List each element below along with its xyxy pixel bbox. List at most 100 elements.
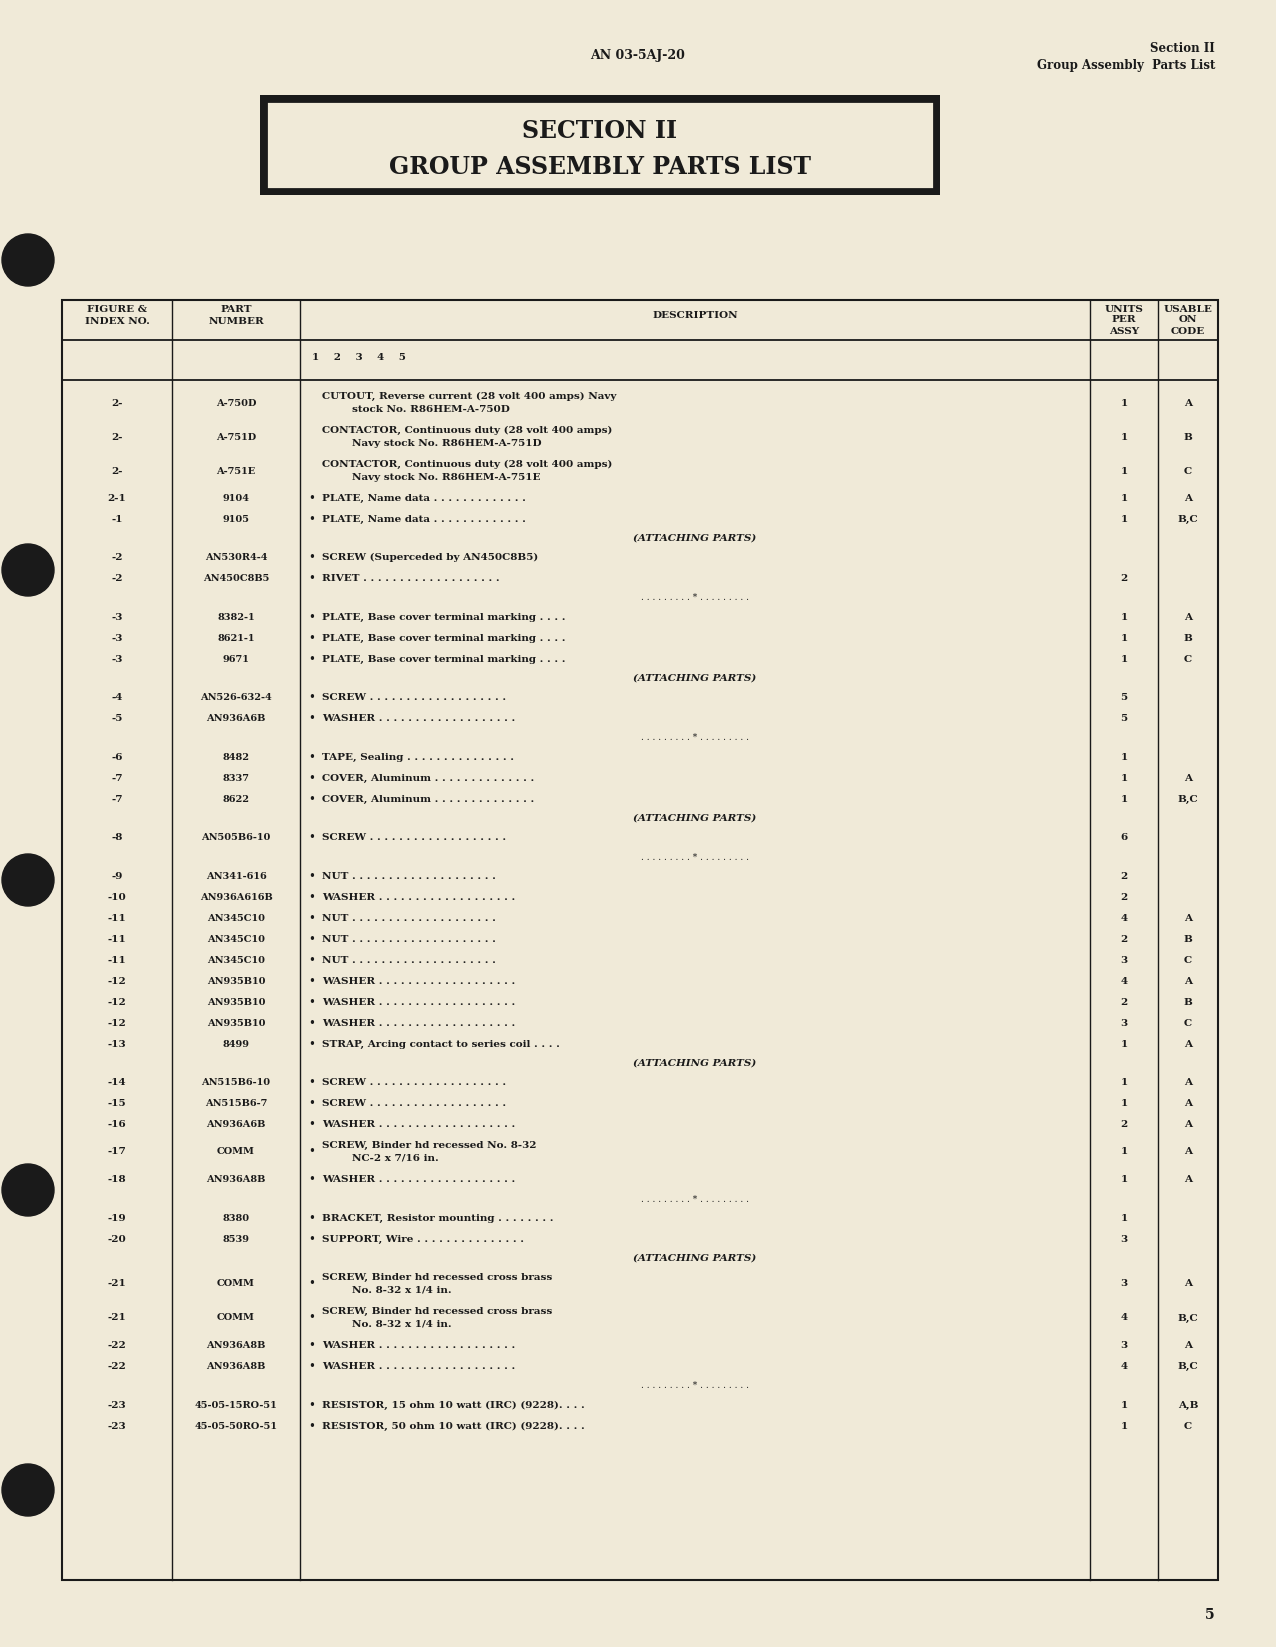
Text: COVER, Aluminum . . . . . . . . . . . . . .: COVER, Aluminum . . . . . . . . . . . . … xyxy=(322,796,535,804)
Text: PLATE, Base cover terminal marking . . . .: PLATE, Base cover terminal marking . . .… xyxy=(322,656,565,664)
Text: -3: -3 xyxy=(111,634,122,642)
Text: •: • xyxy=(309,1398,315,1411)
Text: •: • xyxy=(309,870,315,883)
Text: •: • xyxy=(309,832,315,843)
Text: USABLE: USABLE xyxy=(1164,305,1212,313)
Text: PLATE, Name data . . . . . . . . . . . . .: PLATE, Name data . . . . . . . . . . . .… xyxy=(322,494,526,502)
Text: -13: -13 xyxy=(107,1039,126,1049)
Text: INDEX NO.: INDEX NO. xyxy=(84,318,149,326)
Text: (ATTACHING PARTS): (ATTACHING PARTS) xyxy=(633,534,757,544)
Text: 45-05-15RO-51: 45-05-15RO-51 xyxy=(195,1402,277,1410)
Text: WASHER . . . . . . . . . . . . . . . . . . .: WASHER . . . . . . . . . . . . . . . . .… xyxy=(322,998,516,1006)
Text: STRAP, Arcing contact to series coil . . . .: STRAP, Arcing contact to series coil . .… xyxy=(322,1039,560,1049)
Text: •: • xyxy=(309,1360,315,1374)
Text: •: • xyxy=(309,1173,315,1186)
Text: RESISTOR, 15 ohm 10 watt (IRC) (9228). . . .: RESISTOR, 15 ohm 10 watt (IRC) (9228). .… xyxy=(322,1402,584,1410)
Text: C: C xyxy=(1184,1421,1192,1431)
Text: •: • xyxy=(309,1075,315,1089)
Text: •: • xyxy=(309,1212,315,1225)
Text: PER: PER xyxy=(1111,316,1137,324)
Text: 2-: 2- xyxy=(111,399,122,407)
Text: -7: -7 xyxy=(111,774,122,782)
Text: -23: -23 xyxy=(107,1421,126,1431)
Text: WASHER . . . . . . . . . . . . . . . . . . .: WASHER . . . . . . . . . . . . . . . . .… xyxy=(322,1362,516,1370)
Text: -19: -19 xyxy=(107,1214,126,1224)
Text: AN936A8B: AN936A8B xyxy=(207,1341,265,1351)
Text: No. 8-32 x 1/4 in.: No. 8-32 x 1/4 in. xyxy=(352,1319,452,1329)
Text: -11: -11 xyxy=(107,914,126,922)
Text: Group Assembly  Parts List: Group Assembly Parts List xyxy=(1036,59,1215,71)
Text: 8382-1: 8382-1 xyxy=(217,613,255,623)
Text: 3: 3 xyxy=(1120,1235,1128,1243)
Text: •: • xyxy=(309,632,315,646)
Text: AN515B6-10: AN515B6-10 xyxy=(202,1079,271,1087)
Circle shape xyxy=(3,234,54,287)
Text: B,C: B,C xyxy=(1178,516,1198,524)
Text: AN515B6-7: AN515B6-7 xyxy=(205,1099,267,1108)
Text: •: • xyxy=(309,1420,315,1433)
Text: ON: ON xyxy=(1179,316,1197,324)
Text: B,C: B,C xyxy=(1178,1362,1198,1370)
Text: PLATE, Base cover terminal marking . . . .: PLATE, Base cover terminal marking . . .… xyxy=(322,634,565,642)
Text: (ATTACHING PARTS): (ATTACHING PARTS) xyxy=(633,674,757,684)
Text: 2: 2 xyxy=(1120,935,1128,944)
Text: B: B xyxy=(1184,998,1193,1006)
Text: •: • xyxy=(309,1146,315,1158)
Text: WASHER . . . . . . . . . . . . . . . . . . .: WASHER . . . . . . . . . . . . . . . . .… xyxy=(322,1341,516,1351)
Text: COMM: COMM xyxy=(217,1314,255,1323)
Text: •: • xyxy=(309,692,315,703)
Text: 1: 1 xyxy=(1120,516,1128,524)
Text: A: A xyxy=(1184,977,1192,987)
Text: -22: -22 xyxy=(107,1362,126,1370)
Text: -4: -4 xyxy=(111,693,122,702)
Text: -2: -2 xyxy=(111,553,122,562)
Text: 2: 2 xyxy=(1120,893,1128,903)
Text: 1: 1 xyxy=(1120,774,1128,782)
Text: 8621-1: 8621-1 xyxy=(217,634,255,642)
Text: SCREW . . . . . . . . . . . . . . . . . . .: SCREW . . . . . . . . . . . . . . . . . … xyxy=(322,1099,507,1108)
Text: A,B: A,B xyxy=(1178,1402,1198,1410)
Text: •: • xyxy=(309,1339,315,1352)
Text: AN935B10: AN935B10 xyxy=(207,998,265,1006)
Text: -5: -5 xyxy=(111,715,122,723)
Text: (ATTACHING PARTS): (ATTACHING PARTS) xyxy=(633,1253,757,1263)
Text: A: A xyxy=(1184,774,1192,782)
Text: •: • xyxy=(309,891,315,904)
Text: 8482: 8482 xyxy=(222,753,250,763)
Text: -3: -3 xyxy=(111,656,122,664)
Text: •: • xyxy=(309,996,315,1010)
Text: B,C: B,C xyxy=(1178,796,1198,804)
Text: -23: -23 xyxy=(107,1402,126,1410)
Text: •: • xyxy=(309,492,315,506)
Text: C: C xyxy=(1184,1019,1192,1028)
Text: NUT . . . . . . . . . . . . . . . . . . . .: NUT . . . . . . . . . . . . . . . . . . … xyxy=(322,871,496,881)
Text: -9: -9 xyxy=(111,871,122,881)
Text: SCREW, Binder hd recessed No. 8-32: SCREW, Binder hd recessed No. 8-32 xyxy=(322,1141,536,1150)
Text: -1: -1 xyxy=(111,516,122,524)
Text: A: A xyxy=(1184,1099,1192,1108)
Text: AN526-632-4: AN526-632-4 xyxy=(200,693,272,702)
Text: -11: -11 xyxy=(107,955,126,965)
Text: WASHER . . . . . . . . . . . . . . . . . . .: WASHER . . . . . . . . . . . . . . . . .… xyxy=(322,893,516,903)
Text: . . . . . . . . . * . . . . . . . . .: . . . . . . . . . * . . . . . . . . . xyxy=(641,593,749,603)
Text: •: • xyxy=(309,552,315,563)
Text: . . . . . . . . . * . . . . . . . . .: . . . . . . . . . * . . . . . . . . . xyxy=(641,1194,749,1204)
Text: ASSY: ASSY xyxy=(1109,326,1139,336)
Text: (ATTACHING PARTS): (ATTACHING PARTS) xyxy=(633,814,757,824)
Text: COMM: COMM xyxy=(217,1148,255,1156)
Circle shape xyxy=(3,544,54,596)
Text: •: • xyxy=(309,932,315,945)
Text: •: • xyxy=(309,572,315,585)
Text: CODE: CODE xyxy=(1171,326,1205,336)
Text: 8539: 8539 xyxy=(222,1235,250,1243)
Text: 45-05-50RO-51: 45-05-50RO-51 xyxy=(194,1421,277,1431)
Text: A: A xyxy=(1184,914,1192,922)
Text: 3: 3 xyxy=(1120,1341,1128,1351)
Text: •: • xyxy=(309,1118,315,1131)
Text: 8337: 8337 xyxy=(222,774,250,782)
Text: 1: 1 xyxy=(1120,753,1128,763)
Text: AN345C10: AN345C10 xyxy=(207,914,265,922)
Text: A: A xyxy=(1184,1174,1192,1184)
Circle shape xyxy=(3,1464,54,1515)
Text: •: • xyxy=(309,512,315,525)
